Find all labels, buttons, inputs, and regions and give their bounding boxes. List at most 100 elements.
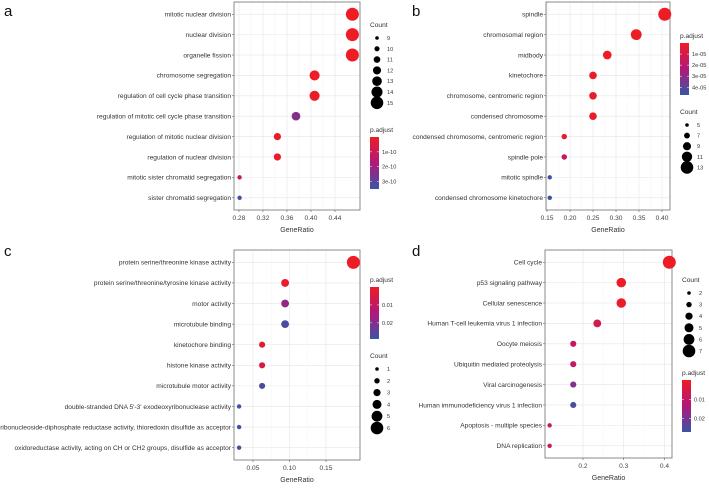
- count-legend-dot: [372, 399, 382, 409]
- data-point: [658, 7, 672, 21]
- data-point: [662, 255, 676, 269]
- data-point: [237, 175, 242, 180]
- term-label: organelle fission: [183, 52, 231, 59]
- data-point: [570, 401, 577, 409]
- count-legend-label: 9: [387, 36, 390, 42]
- data-point: [273, 153, 282, 161]
- data-point: [309, 90, 320, 101]
- panel-c: c protein serine/threonine kinase activit…: [0, 243, 393, 484]
- count-legend-title: Count: [680, 109, 698, 116]
- color-legend-title: p.adjust: [682, 370, 705, 377]
- data-point: [309, 70, 320, 81]
- plot-background: [234, 2, 360, 210]
- plot-background: [234, 250, 360, 460]
- term-label: mitotic sister chromatid segregation: [127, 175, 231, 182]
- count-legend-dot: [682, 344, 696, 358]
- term-label: sister chromatid segregation: [148, 195, 231, 202]
- data-point: [589, 91, 597, 100]
- count-legend-label: 11: [697, 155, 703, 161]
- data-point: [547, 423, 552, 428]
- p-adjust-colorbar: [370, 287, 379, 339]
- count-legend-dot: [684, 132, 690, 139]
- term-label: Oocyte meiosis: [497, 341, 543, 348]
- count-legend-label: 12: [387, 68, 393, 74]
- count-legend-label: 15: [387, 101, 393, 107]
- term-label: mitotic nuclear division: [165, 12, 232, 19]
- p-adjust-colorbar: [682, 380, 691, 432]
- x-tick-label: 0.35: [633, 215, 646, 222]
- plot-background: [546, 2, 670, 210]
- data-point: [345, 48, 359, 62]
- data-point: [616, 298, 627, 308]
- data-point: [236, 445, 242, 450]
- count-legend-label: 5: [699, 326, 702, 332]
- term-label: protein serine/threonine/tyrosine kinase…: [94, 280, 232, 287]
- panel-letter: c: [4, 243, 12, 260]
- data-point: [281, 279, 290, 287]
- x-axis-title: GeneRatio: [592, 475, 626, 482]
- term-label: p53 signaling pathway: [477, 280, 543, 287]
- count-legend-dot: [682, 142, 692, 151]
- colorbar-label: 3e-10: [382, 180, 396, 186]
- colorbar-label: 3e-05: [692, 74, 706, 80]
- count-legend-dot: [375, 36, 379, 40]
- term-label: condensed chromosome: [471, 113, 544, 120]
- data-point: [616, 277, 627, 288]
- data-point: [547, 175, 552, 180]
- count-legend-label: 6: [699, 337, 702, 343]
- data-point: [561, 133, 567, 140]
- term-label: ribonucleoside-diphosphate reductase act…: [0, 424, 232, 431]
- x-tick-label: 0.10: [283, 465, 296, 472]
- panel-a: a mitotic nuclear division nuclear divisio…: [4, 1, 396, 234]
- term-label: Human T-cell leukemia virus 1 infection: [427, 321, 542, 328]
- x-tick-label: 0.36: [281, 215, 294, 222]
- term-label: chromosomal region: [483, 32, 543, 39]
- data-point: [259, 382, 266, 389]
- x-tick-label: 0.4: [660, 463, 669, 470]
- x-tick-label: 0.15: [320, 465, 333, 472]
- data-point: [281, 299, 290, 308]
- term-label: oxidoreductase activity, acting on CH or…: [15, 445, 232, 452]
- count-legend-label: 14: [387, 90, 393, 96]
- data-point: [593, 319, 602, 328]
- count-legend-dot: [685, 123, 689, 127]
- term-label: regulation of cell cycle phase transitio…: [118, 93, 232, 100]
- term-label: regulation of nuclear division: [147, 154, 231, 161]
- panel-letter: d: [412, 243, 420, 260]
- count-legend-dot: [373, 389, 381, 397]
- count-legend-dot: [683, 334, 695, 345]
- x-tick-label: 0.28: [233, 215, 246, 222]
- data-point: [547, 195, 552, 200]
- count-legend-dot: [680, 161, 694, 174]
- count-legend-label: 9: [697, 144, 700, 150]
- term-label: kinetochore binding: [174, 342, 232, 349]
- count-legend-label: 5: [697, 123, 700, 129]
- count-legend-dot: [681, 151, 693, 162]
- data-point: [291, 111, 301, 121]
- count-legend-label: 4: [699, 314, 702, 320]
- count-legend-label: 2: [387, 379, 390, 385]
- count-legend-dot: [687, 291, 691, 295]
- data-point: [259, 362, 266, 369]
- x-tick-label: 0.20: [564, 215, 577, 222]
- plot-border: [233, 249, 361, 461]
- plot-background: [545, 250, 672, 458]
- count-legend-title: Count: [370, 22, 388, 29]
- data-point: [259, 341, 266, 348]
- count-legend-label: 7: [699, 349, 702, 355]
- count-legend-label: 3: [387, 391, 390, 397]
- count-legend-label: 6: [387, 426, 390, 432]
- count-legend-label: 13: [697, 165, 703, 171]
- data-point: [570, 381, 577, 388]
- x-axis-title: GeneRatio: [280, 477, 314, 484]
- data-point: [561, 154, 567, 160]
- term-label: mitotic spindle: [501, 175, 543, 182]
- term-label: Apoptosis - multiple species: [460, 423, 542, 430]
- data-point: [273, 132, 282, 141]
- term-label: Cellular senescence: [483, 300, 543, 307]
- term-label: midbody: [518, 52, 544, 59]
- term-label: DNA replication: [497, 443, 543, 450]
- count-legend-dot: [371, 86, 383, 98]
- colorbar-label: 2e-10: [382, 165, 396, 171]
